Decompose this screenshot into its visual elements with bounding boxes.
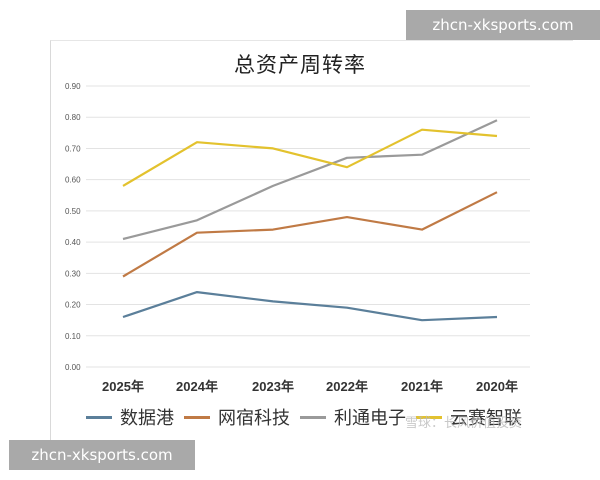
legend-swatch-icon: [416, 415, 442, 419]
gridlines: [86, 85, 530, 368]
legend: 数据港 网宿科技 利通电子 云赛智联: [86, 402, 546, 432]
y-tick-label: 0.70: [65, 144, 81, 153]
x-tick-label: 2020年: [476, 379, 518, 394]
legend-item: 利通电子: [300, 404, 406, 430]
legend-label: 数据港: [120, 408, 174, 429]
chart-frame: [50, 40, 573, 441]
chart-title: 总资产周转率: [234, 53, 366, 77]
y-tick-label: 0.80: [65, 113, 81, 122]
site-watermark-bottom: zhcn-xksports.com: [9, 440, 195, 470]
source-watermark: 雪球：长风价值投资: [405, 416, 523, 431]
y-tick-label: 0.40: [65, 238, 81, 247]
series-lines: [122, 119, 498, 322]
series-line: [122, 191, 498, 278]
y-tick-label: 0.10: [65, 332, 81, 341]
site-watermark-top: zhcn-xksports.com: [406, 10, 600, 40]
legend-swatch-icon: [184, 415, 210, 419]
legend-label: 利通电子: [334, 408, 406, 429]
y-axis: 0.00 0.10 0.20 0.30 0.40 0.50 0.60 0.70 0.80 0.90: [65, 82, 81, 372]
x-tick-label: 2022年: [326, 379, 368, 394]
x-tick-label: 2023年: [252, 379, 294, 394]
legend-label: 网宿科技: [218, 408, 290, 429]
y-tick-label: 0.90: [65, 82, 81, 91]
y-tick-label: 0.30: [65, 269, 81, 278]
legend-swatch-icon: [86, 415, 112, 419]
y-tick-label: 0.00: [65, 363, 81, 372]
x-tick-label: 2021年: [401, 379, 443, 394]
y-tick-label: 0.20: [65, 301, 81, 310]
y-tick-label: 0.60: [65, 176, 81, 185]
legend-item: 云赛智联: [416, 404, 522, 430]
x-axis: 2025年 2024年 2023年 2022年 2021年 2020年: [102, 379, 518, 394]
series-line: [122, 291, 498, 322]
legend-label: 云赛智联: [450, 408, 522, 429]
legend-item: 网宿科技: [184, 404, 290, 430]
legend-item: 数据港: [86, 404, 174, 430]
series-line: [122, 119, 498, 241]
x-tick-label: 2025年: [102, 379, 144, 394]
y-tick-label: 0.50: [65, 207, 81, 216]
x-tick-label: 2024年: [176, 379, 218, 394]
series-line: [122, 128, 498, 187]
legend-swatch-icon: [300, 415, 326, 419]
